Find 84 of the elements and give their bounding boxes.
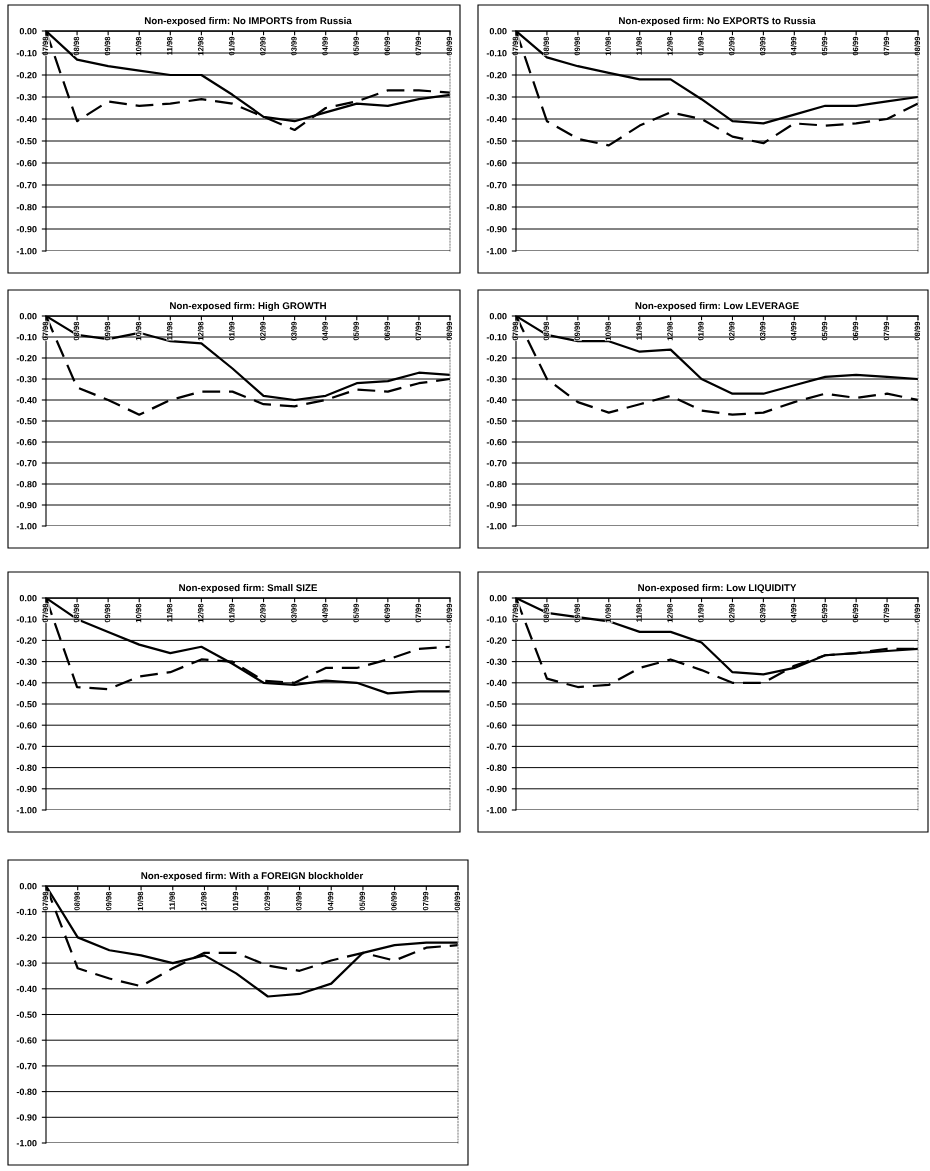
y-tick-label: -0.60 xyxy=(16,438,37,446)
chart-title: Non-exposed firm: Low LIQUIDITY xyxy=(638,584,797,594)
y-tick-label: -0.90 xyxy=(16,225,37,233)
y-tick-label: -0.90 xyxy=(486,785,507,793)
y-tick-label: 0.00 xyxy=(489,312,507,320)
y-tick-label: -0.40 xyxy=(486,679,507,687)
chart-title: Non-exposed firm: High GROWTH xyxy=(170,302,326,312)
y-tick-label: -0.30 xyxy=(486,375,507,383)
y-tick-label: -0.50 xyxy=(486,700,507,708)
y-tick-label: -0.50 xyxy=(486,137,507,145)
y-tick-label: -0.70 xyxy=(16,459,37,467)
y-tick-label: -0.30 xyxy=(16,658,37,665)
y-tick-label: -0.40 xyxy=(486,396,507,404)
chart-title: Non-exposed firm: Small SIZE xyxy=(179,584,318,594)
y-tick-label: -0.20 xyxy=(486,637,507,644)
y-tick-label: -0.20 xyxy=(486,354,507,362)
y-tick-label: -0.40 xyxy=(16,115,37,123)
y-tick-label: -0.40 xyxy=(16,396,37,404)
y-tick-label: -0.40 xyxy=(16,679,37,687)
y-tick-label: -0.10 xyxy=(486,333,507,341)
y-tick-label: -0.10 xyxy=(486,49,507,57)
y-tick-label: -0.80 xyxy=(16,764,37,771)
y-tick-label: -0.70 xyxy=(486,459,507,467)
y-tick-label: 0.00 xyxy=(489,594,507,602)
y-tick-label: -0.90 xyxy=(16,1114,37,1121)
y-tick-label: -1.00 xyxy=(486,522,507,530)
y-tick-label: -0.80 xyxy=(486,203,507,211)
y-tick-label: -0.30 xyxy=(16,960,37,967)
y-tick-label: -0.20 xyxy=(486,71,507,79)
y-tick-label: -0.50 xyxy=(486,417,507,425)
y-tick-label: -0.70 xyxy=(486,743,507,750)
chart-title: Non-exposed firm: No IMPORTS from Russia xyxy=(144,17,352,27)
y-tick-label: -1.00 xyxy=(16,806,37,814)
y-tick-label: -0.80 xyxy=(486,480,507,488)
y-tick-label: -0.30 xyxy=(486,658,507,665)
y-tick-label: 0.00 xyxy=(19,312,37,320)
y-tick-label: 0.00 xyxy=(19,27,37,35)
y-tick-label: -0.80 xyxy=(16,203,37,211)
y-tick-label: -0.30 xyxy=(486,93,507,101)
chart-title: Non-exposed firm: With a FOREIGN blockholder xyxy=(141,872,364,882)
y-tick-label: -0.80 xyxy=(16,1088,37,1095)
y-tick-label: -0.10 xyxy=(16,616,37,623)
y-tick-label: -0.60 xyxy=(486,159,507,167)
y-tick-label: -1.00 xyxy=(16,247,37,255)
y-tick-label: -0.50 xyxy=(16,417,37,425)
chart-title: Non-exposed firm: Low LEVERAGE xyxy=(635,302,799,312)
y-tick-label: -0.50 xyxy=(16,700,37,708)
y-tick-label: -0.60 xyxy=(16,1037,37,1044)
y-tick-label: -0.10 xyxy=(16,908,37,916)
y-tick-label: -0.90 xyxy=(486,501,507,509)
y-tick-label: -0.10 xyxy=(16,333,37,341)
y-tick-label: -0.90 xyxy=(16,501,37,509)
y-tick-label: -1.00 xyxy=(486,806,507,814)
y-tick-label: -0.60 xyxy=(16,159,37,167)
y-tick-label: -0.40 xyxy=(486,115,507,123)
y-tick-label: 0.00 xyxy=(489,27,507,35)
y-tick-label: -0.20 xyxy=(16,637,37,644)
y-tick-label: -0.30 xyxy=(16,93,37,101)
y-tick-label: -0.20 xyxy=(16,71,37,79)
y-tick-label: -1.00 xyxy=(16,1139,37,1147)
y-tick-label: -0.10 xyxy=(486,616,507,623)
y-tick-label: -1.00 xyxy=(486,247,507,255)
y-tick-label: -0.10 xyxy=(16,49,37,57)
y-tick-label: 0.00 xyxy=(19,882,37,890)
y-tick-label: 0.00 xyxy=(19,594,37,602)
chart-title: Non-exposed firm: No EXPORTS to Russia xyxy=(619,17,816,27)
y-tick-label: -0.60 xyxy=(486,438,507,446)
y-tick-label: -0.60 xyxy=(486,722,507,729)
y-tick-label: -0.20 xyxy=(16,354,37,362)
y-tick-label: -0.20 xyxy=(16,934,37,941)
y-tick-label: -0.90 xyxy=(486,225,507,233)
y-tick-label: -0.70 xyxy=(486,181,507,189)
y-tick-label: -0.80 xyxy=(16,480,37,488)
y-tick-label: -0.70 xyxy=(16,1062,37,1070)
y-tick-label: -0.50 xyxy=(16,1011,37,1018)
y-tick-label: -0.90 xyxy=(16,785,37,793)
y-tick-label: -0.70 xyxy=(16,181,37,189)
y-tick-label: -0.60 xyxy=(16,722,37,729)
y-tick-label: -0.30 xyxy=(16,375,37,383)
y-tick-label: -0.50 xyxy=(16,137,37,145)
y-tick-label: -0.70 xyxy=(16,743,37,750)
y-tick-label: -1.00 xyxy=(16,522,37,530)
y-tick-label: -0.80 xyxy=(486,764,507,771)
y-tick-label: -0.40 xyxy=(16,985,37,993)
